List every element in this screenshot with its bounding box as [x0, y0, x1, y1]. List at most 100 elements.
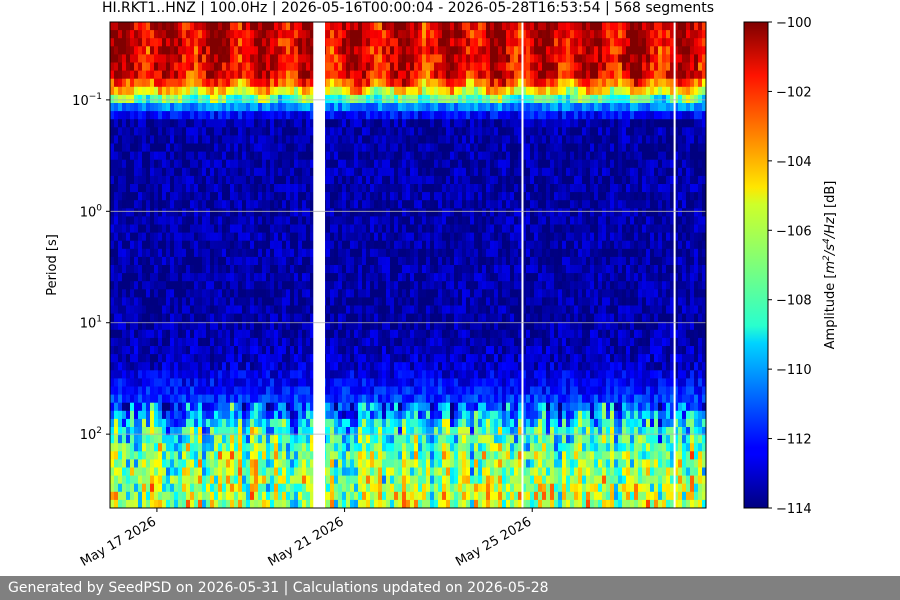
heatmap-cell — [142, 435, 147, 444]
heatmap-cell — [358, 184, 363, 193]
heatmap-cell — [258, 265, 263, 274]
heatmap-cell — [418, 378, 423, 387]
heatmap-cell — [382, 94, 387, 104]
heatmap-cell — [310, 362, 315, 371]
heatmap-cell — [326, 346, 331, 355]
heatmap-cell — [226, 192, 231, 201]
heatmap-cell — [430, 475, 435, 485]
heatmap-cell — [218, 273, 223, 282]
heatmap-cell — [210, 62, 215, 71]
heatmap-cell — [158, 159, 163, 169]
heatmap-cell — [350, 192, 355, 201]
heatmap-cell — [174, 354, 179, 363]
heatmap-cell — [302, 159, 307, 169]
heatmap-cell — [374, 281, 379, 290]
heatmap-cell — [366, 346, 371, 355]
heatmap-cell — [198, 192, 203, 201]
heatmap-cell — [190, 224, 195, 233]
heatmap-cell — [126, 167, 131, 177]
heatmap-cell — [302, 70, 307, 80]
heatmap-cell — [370, 86, 375, 96]
heatmap-cell — [350, 337, 355, 347]
heatmap-cell — [154, 402, 159, 412]
heatmap-cell — [170, 467, 175, 476]
heatmap-cell — [110, 329, 115, 339]
heatmap-cell — [286, 354, 291, 363]
heatmap-cell — [402, 127, 407, 136]
heatmap-cell — [386, 297, 391, 306]
heatmap-cell — [290, 119, 295, 128]
heatmap-cell — [186, 427, 191, 436]
heatmap-cell — [146, 273, 151, 282]
heatmap-cell — [362, 418, 367, 428]
heatmap-cell — [274, 265, 279, 274]
heatmap-cell — [442, 46, 447, 55]
heatmap-cell — [406, 451, 411, 460]
heatmap-cell — [178, 451, 183, 460]
heatmap-cell — [382, 143, 387, 152]
heatmap-cell — [274, 321, 279, 331]
heatmap-cell — [250, 167, 255, 177]
heatmap-cell — [198, 346, 203, 355]
heatmap-cell — [162, 435, 167, 444]
heatmap-cell — [154, 159, 159, 169]
heatmap-cell — [242, 30, 247, 39]
heatmap-cell — [382, 192, 387, 201]
heatmap-cell — [274, 281, 279, 290]
heatmap-cell — [218, 483, 223, 493]
heatmap-cell — [118, 289, 123, 298]
heatmap-cell — [186, 143, 191, 152]
heatmap-cell — [414, 435, 419, 444]
heatmap-cell — [362, 329, 367, 339]
heatmap-cell — [110, 159, 115, 169]
heatmap-cell — [362, 289, 367, 298]
heatmap-cell — [366, 248, 371, 258]
heatmap-cell — [242, 151, 247, 161]
heatmap-cell — [366, 240, 371, 250]
heatmap-cell — [310, 46, 315, 55]
heatmap-cell — [242, 127, 247, 136]
heatmap-cell — [206, 321, 211, 331]
heatmap-cell — [218, 143, 223, 152]
heatmap-cell — [238, 192, 243, 201]
heatmap-cell — [226, 337, 231, 347]
heatmap-cell — [362, 192, 367, 201]
heatmap-cell — [350, 273, 355, 282]
heatmap-cell — [238, 370, 243, 379]
heatmap-cell — [422, 62, 427, 71]
heatmap-cell — [118, 248, 123, 258]
heatmap-cell — [338, 370, 343, 379]
heatmap-cell — [170, 256, 175, 266]
heatmap-cell — [246, 346, 251, 355]
heatmap-cell — [426, 475, 431, 485]
heatmap-cell — [342, 346, 347, 355]
heatmap-cell — [222, 418, 227, 428]
heatmap-cell — [222, 483, 227, 493]
heatmap-cell — [198, 313, 203, 323]
heatmap-cell — [138, 459, 143, 468]
heatmap-cell — [350, 111, 355, 120]
heatmap-cell — [358, 167, 363, 177]
heatmap-cell — [122, 143, 127, 152]
heatmap-cell — [418, 305, 423, 314]
heatmap-cell — [290, 467, 295, 476]
heatmap-cell — [114, 265, 119, 274]
heatmap-cell — [254, 224, 259, 233]
heatmap-cell — [142, 394, 147, 404]
heatmap-cell — [434, 127, 439, 136]
heatmap-cell — [174, 451, 179, 460]
heatmap-cell — [254, 103, 259, 112]
heatmap-cell — [198, 297, 203, 306]
heatmap-cell — [394, 143, 399, 152]
heatmap-cell — [206, 232, 211, 242]
heatmap-cell — [250, 175, 255, 185]
heatmap-cell — [178, 30, 183, 39]
heatmap-cell — [362, 394, 367, 404]
heatmap-cell — [250, 192, 255, 201]
heatmap-cell — [298, 86, 303, 96]
heatmap-cell — [354, 46, 359, 55]
heatmap-cell — [282, 119, 287, 128]
heatmap-cell — [278, 30, 283, 39]
heatmap-cell — [394, 94, 399, 104]
heatmap-cell — [402, 22, 407, 31]
